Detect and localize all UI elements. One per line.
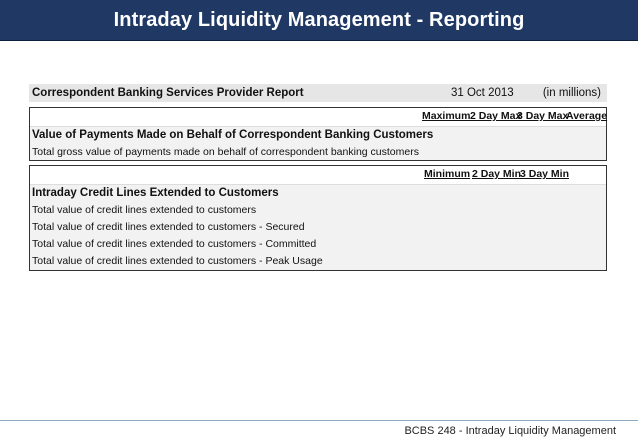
column-header-3-day-min: 3 Day Min bbox=[520, 168, 570, 180]
title-bar: Intraday Liquidity Management - Reportin… bbox=[0, 0, 638, 41]
report-units: (in millions) bbox=[542, 87, 601, 99]
column-header-3-day-max: 3 Day Max bbox=[517, 110, 569, 122]
payments-column-headers: Maximum 2 Day Max 3 Day Max Average bbox=[30, 108, 608, 127]
column-header-2-day-max: 2 Day Max bbox=[470, 110, 522, 122]
credit-lines-row-peak-usage: Total value of credit lines extended to … bbox=[32, 255, 323, 267]
column-header-average: Average bbox=[566, 110, 608, 122]
payments-row: Total gross value of payments made on be… bbox=[32, 146, 419, 158]
footer-divider bbox=[0, 420, 638, 421]
credit-lines-section: Minimum 2 Day Min 3 Day Min Intraday Cre… bbox=[29, 165, 607, 271]
credit-lines-row-committed: Total value of credit lines extended to … bbox=[32, 238, 317, 250]
column-header-maximum: Maximum bbox=[422, 110, 471, 122]
report-title: Correspondent Banking Services Provider … bbox=[32, 87, 304, 99]
column-header-2-day-min: 2 Day Min bbox=[472, 168, 522, 180]
credit-lines-column-headers: Minimum 2 Day Min 3 Day Min bbox=[30, 166, 606, 185]
report-date: 31 Oct 2013 bbox=[451, 87, 514, 99]
credit-lines-heading: Intraday Credit Lines Extended to Custom… bbox=[32, 187, 279, 199]
payments-heading: Value of Payments Made on Behalf of Corr… bbox=[32, 129, 434, 141]
column-header-minimum: Minimum bbox=[424, 168, 471, 180]
credit-lines-row: Total value of credit lines extended to … bbox=[32, 204, 257, 216]
footer-text: BCBS 248 - Intraday Liquidity Management bbox=[404, 425, 616, 437]
report-header: Correspondent Banking Services Provider … bbox=[29, 84, 607, 102]
credit-lines-row-secured: Total value of credit lines extended to … bbox=[32, 221, 305, 233]
payments-section: Maximum 2 Day Max 3 Day Max Average Valu… bbox=[29, 107, 607, 161]
page-title: Intraday Liquidity Management - Reportin… bbox=[113, 8, 525, 31]
report: Correspondent Banking Services Provider … bbox=[29, 84, 607, 271]
